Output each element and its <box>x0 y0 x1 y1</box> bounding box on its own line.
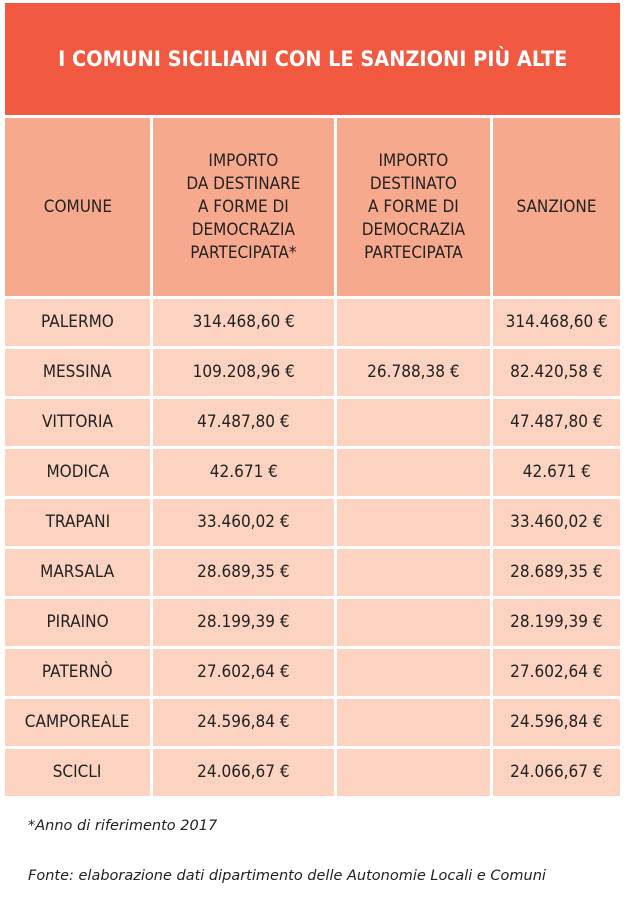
cell-sanzione: 42.671 € <box>493 449 620 496</box>
cell-value: MESSINA <box>43 362 112 382</box>
cell-sanzione: 28.199,39 € <box>493 599 620 646</box>
cell-sanzione: 33.460,02 € <box>493 499 620 546</box>
cell-value: MODICA <box>46 462 109 482</box>
cell-importo-destinato <box>337 649 490 696</box>
cell-importo-destinato: 26.788,38 € <box>337 349 490 396</box>
cell-value: 314.468,60 € <box>192 312 295 332</box>
cell-importo-destinato <box>337 299 490 346</box>
cell-sanzione: 24.066,67 € <box>493 749 620 796</box>
cell-value: 42.671 € <box>522 462 591 482</box>
cell-value: PIRAINO <box>46 612 109 632</box>
cell-value: 27.602,64 € <box>197 662 290 682</box>
cell-value: 24.066,67 € <box>197 762 290 782</box>
table-row: VITTORIA 47.487,80 € 47.487,80 € <box>5 399 620 446</box>
cell-value: 47.487,80 € <box>510 412 603 432</box>
table-row: CAMPOREALE 24.596,84 € 24.596,84 € <box>5 699 620 746</box>
cell-value: TRAPANI <box>45 512 110 532</box>
cell-comune: CAMPOREALE <box>5 699 150 746</box>
table-row: MARSALA 28.689,35 € 28.689,35 € <box>5 549 620 596</box>
cell-value: 42.671 € <box>209 462 278 482</box>
cell-comune: MODICA <box>5 449 150 496</box>
cell-importo-da-destinare: 27.602,64 € <box>153 649 334 696</box>
cell-comune: VITTORIA <box>5 399 150 446</box>
header-comune: COMUNE <box>5 118 150 296</box>
cell-value: 24.596,84 € <box>510 712 603 732</box>
cell-comune: PIRAINO <box>5 599 150 646</box>
table-row: PIRAINO 28.199,39 € 28.199,39 € <box>5 599 620 646</box>
cell-comune: MARSALA <box>5 549 150 596</box>
header-label: IMPORTO DESTINATO A FORME DI DEMOCRAZIA … <box>361 150 466 263</box>
cell-sanzione: 82.420,58 € <box>493 349 620 396</box>
cell-value: SCICLI <box>53 762 102 782</box>
cell-importo-da-destinare: 33.460,02 € <box>153 499 334 546</box>
cell-value: CAMPOREALE <box>25 712 130 732</box>
cell-value: 24.596,84 € <box>197 712 290 732</box>
table-row: TRAPANI 33.460,02 € 33.460,02 € <box>5 499 620 546</box>
table-header-row: COMUNE IMPORTO DA DESTINARE A FORME DI D… <box>5 118 620 296</box>
table-row: SCICLI 24.066,67 € 24.066,67 € <box>5 749 620 796</box>
cell-importo-destinato <box>337 599 490 646</box>
cell-value: 28.689,35 € <box>197 562 290 582</box>
cell-importo-destinato <box>337 549 490 596</box>
cell-importo-destinato <box>337 399 490 446</box>
header-label: IMPORTO DA DESTINARE A FORME DI DEMOCRAZ… <box>186 150 301 263</box>
cell-value: 28.689,35 € <box>510 562 603 582</box>
cell-importo-destinato <box>337 449 490 496</box>
header-sanzione: SANZIONE <box>493 118 620 296</box>
page-title: I COMUNI SICILIANI CON LE SANZIONI PIÙ A… <box>57 47 568 71</box>
cell-value: 33.460,02 € <box>197 512 290 532</box>
header-importo-da-destinare: IMPORTO DA DESTINARE A FORME DI DEMOCRAZ… <box>153 118 334 296</box>
footnote: *Anno di riferimento 2017 <box>28 818 218 834</box>
cell-value: 24.066,67 € <box>510 762 603 782</box>
cell-importo-destinato <box>337 749 490 796</box>
cell-importo-da-destinare: 28.199,39 € <box>153 599 334 646</box>
header-importo-destinato: IMPORTO DESTINATO A FORME DI DEMOCRAZIA … <box>337 118 490 296</box>
table-row: PALERMO 314.468,60 € 314.468,60 € <box>5 299 620 346</box>
source-note: Fonte: elaborazione dati dipartimento de… <box>28 868 546 884</box>
cell-comune: MESSINA <box>5 349 150 396</box>
cell-comune: PATERNÒ <box>5 649 150 696</box>
cell-value: 314.468,60 € <box>505 312 608 332</box>
cell-value: 26.788,38 € <box>367 362 460 382</box>
header-label: COMUNE <box>43 196 112 217</box>
cell-sanzione: 28.689,35 € <box>493 549 620 596</box>
table-row: PATERNÒ 27.602,64 € 27.602,64 € <box>5 649 620 696</box>
cell-importo-da-destinare: 24.596,84 € <box>153 699 334 746</box>
cell-importo-da-destinare: 109.208,96 € <box>153 349 334 396</box>
cell-sanzione: 47.487,80 € <box>493 399 620 446</box>
cell-value: 28.199,39 € <box>510 612 603 632</box>
cell-value: 27.602,64 € <box>510 662 603 682</box>
cell-value: 109.208,96 € <box>192 362 295 382</box>
cell-importo-destinato <box>337 699 490 746</box>
cell-importo-da-destinare: 28.689,35 € <box>153 549 334 596</box>
cell-value: 33.460,02 € <box>510 512 603 532</box>
cell-sanzione: 27.602,64 € <box>493 649 620 696</box>
cell-comune: PALERMO <box>5 299 150 346</box>
cell-sanzione: 314.468,60 € <box>493 299 620 346</box>
sanctions-table: COMUNE IMPORTO DA DESTINARE A FORME DI D… <box>5 118 620 799</box>
cell-importo-da-destinare: 314.468,60 € <box>153 299 334 346</box>
table-body: PALERMO 314.468,60 € 314.468,60 € MESSINA 10… <box>5 299 620 796</box>
cell-comune: TRAPANI <box>5 499 150 546</box>
cell-importo-destinato <box>337 499 490 546</box>
table-row: MODICA 42.671 € 42.671 € <box>5 449 620 496</box>
cell-importo-da-destinare: 42.671 € <box>153 449 334 496</box>
cell-sanzione: 24.596,84 € <box>493 699 620 746</box>
cell-value: VITTORIA <box>41 412 114 432</box>
table-row: MESSINA 109.208,96 € 26.788,38 € 82.420,58 … <box>5 349 620 396</box>
cell-value: PALERMO <box>41 312 114 332</box>
cell-value: MARSALA <box>40 562 115 582</box>
cell-value: 82.420,58 € <box>510 362 603 382</box>
title-banner: I COMUNI SICILIANI CON LE SANZIONI PIÙ A… <box>5 3 620 115</box>
header-label: SANZIONE <box>516 196 597 217</box>
cell-value: PATERNÒ <box>42 662 113 682</box>
cell-importo-da-destinare: 47.487,80 € <box>153 399 334 446</box>
cell-importo-da-destinare: 24.066,67 € <box>153 749 334 796</box>
cell-value: 28.199,39 € <box>197 612 290 632</box>
cell-value: 47.487,80 € <box>197 412 290 432</box>
cell-comune: SCICLI <box>5 749 150 796</box>
